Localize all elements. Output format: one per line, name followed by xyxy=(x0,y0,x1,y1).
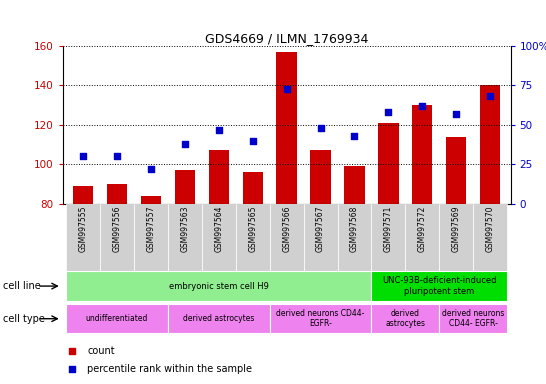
Bar xyxy=(236,204,270,271)
Bar xyxy=(480,86,500,204)
Bar xyxy=(270,304,371,333)
Bar xyxy=(100,204,134,271)
Point xyxy=(486,93,495,99)
Bar xyxy=(473,204,507,271)
Text: GSM997563: GSM997563 xyxy=(180,205,189,252)
Bar xyxy=(371,304,440,333)
Bar xyxy=(310,151,331,204)
Bar xyxy=(440,204,473,271)
Point xyxy=(248,137,257,144)
Point xyxy=(364,287,372,293)
Bar xyxy=(168,204,202,271)
Text: derived
astrocytes: derived astrocytes xyxy=(385,309,425,328)
Text: count: count xyxy=(87,346,115,356)
Text: cell line: cell line xyxy=(3,281,40,291)
Bar xyxy=(446,137,466,204)
Text: GSM997556: GSM997556 xyxy=(112,205,122,252)
Bar xyxy=(371,271,507,301)
Text: GSM997570: GSM997570 xyxy=(485,205,495,252)
Text: GSM997571: GSM997571 xyxy=(384,205,393,252)
Point xyxy=(452,111,461,117)
Bar xyxy=(175,170,195,204)
Bar xyxy=(304,204,337,271)
Text: GSM997569: GSM997569 xyxy=(452,205,461,252)
Text: percentile rank within the sample: percentile rank within the sample xyxy=(87,364,252,374)
Bar xyxy=(73,186,93,204)
Text: GSM997557: GSM997557 xyxy=(146,205,156,252)
Point xyxy=(316,125,325,131)
Bar xyxy=(66,304,168,333)
Text: derived neurons
CD44- EGFR-: derived neurons CD44- EGFR- xyxy=(442,309,505,328)
Text: derived astrocytes: derived astrocytes xyxy=(183,314,254,323)
Bar xyxy=(168,304,270,333)
Point xyxy=(181,141,189,147)
Text: GSM997572: GSM997572 xyxy=(418,205,427,252)
Bar xyxy=(66,204,100,271)
Point xyxy=(147,166,156,172)
Bar xyxy=(141,196,161,204)
Bar xyxy=(440,304,507,333)
Point xyxy=(384,109,393,115)
Text: derived neurons CD44-
EGFR-: derived neurons CD44- EGFR- xyxy=(276,309,365,328)
Bar xyxy=(242,172,263,204)
Text: cell type: cell type xyxy=(3,314,45,324)
Bar xyxy=(107,184,127,204)
Bar xyxy=(337,204,371,271)
Point xyxy=(215,126,223,132)
Bar xyxy=(270,204,304,271)
Point xyxy=(112,153,121,159)
Text: GSM997566: GSM997566 xyxy=(282,205,291,252)
Text: undifferentiated: undifferentiated xyxy=(86,314,149,323)
Text: GSM997555: GSM997555 xyxy=(79,205,88,252)
Point xyxy=(418,103,426,109)
Text: UNC-93B-deficient-induced
pluripotent stem: UNC-93B-deficient-induced pluripotent st… xyxy=(382,276,496,296)
Bar xyxy=(276,52,297,204)
Point xyxy=(350,133,359,139)
Bar xyxy=(405,204,440,271)
Bar xyxy=(209,151,229,204)
Text: GSM997568: GSM997568 xyxy=(350,205,359,252)
Bar xyxy=(378,123,399,204)
Bar xyxy=(412,105,432,204)
Point xyxy=(282,86,291,92)
Text: GSM997564: GSM997564 xyxy=(215,205,223,252)
Point xyxy=(79,153,87,159)
Bar xyxy=(66,271,371,301)
Bar xyxy=(345,166,365,204)
Text: GSM997565: GSM997565 xyxy=(248,205,257,252)
Bar xyxy=(371,204,405,271)
Text: GSM997567: GSM997567 xyxy=(316,205,325,252)
Point xyxy=(364,130,372,136)
Bar xyxy=(202,204,236,271)
Bar xyxy=(134,204,168,271)
Title: GDS4669 / ILMN_1769934: GDS4669 / ILMN_1769934 xyxy=(205,32,369,45)
Text: embryonic stem cell H9: embryonic stem cell H9 xyxy=(169,281,269,291)
